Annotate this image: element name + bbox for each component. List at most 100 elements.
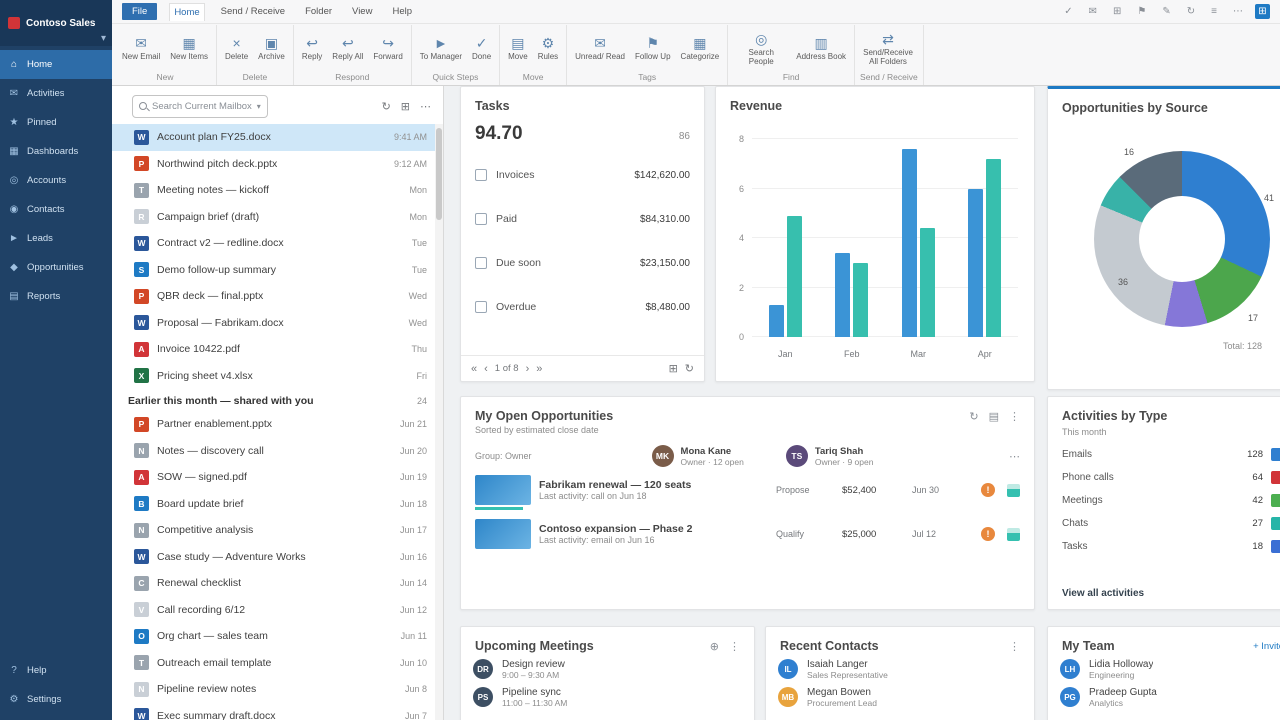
- ribbon-button[interactable]: ✉ New Email: [119, 35, 163, 62]
- list-item[interactable]: T Meeting notes — kickoff Mon: [112, 177, 435, 204]
- task-row[interactable]: Due soon $23,150.00: [461, 241, 704, 285]
- list-item[interactable]: A SOW — signed.pdf Jun 19: [112, 464, 435, 491]
- ribbon-button[interactable]: × Delete: [222, 35, 251, 62]
- ribbon-button[interactable]: ✉ Unread/ Read: [572, 35, 628, 62]
- list-item[interactable]: PG Pradeep Gupta Analytics: [1048, 683, 1280, 711]
- sidebar-item[interactable]: ? Help: [0, 656, 112, 685]
- checkbox[interactable]: [475, 257, 487, 269]
- mini-chart-icon[interactable]: [1007, 483, 1020, 497]
- more-options-icon[interactable]: ⋯: [1009, 450, 1020, 463]
- list-item[interactable]: N Notes — discovery call Jun 20: [112, 438, 435, 465]
- list-item[interactable]: W Proposal — Fabrikam.docx Wed: [112, 310, 435, 337]
- sidebar-item[interactable]: ◎ Accounts: [0, 166, 112, 195]
- list-item[interactable]: N Pipeline review notes Jun 8: [112, 676, 435, 703]
- ribbon-button[interactable]: ✓ Done: [469, 35, 494, 62]
- ribbon-button[interactable]: ▤ Move: [505, 35, 531, 62]
- quick-action-icon[interactable]: ✓: [1064, 6, 1073, 17]
- sidebar-item[interactable]: ▦ Dashboards: [0, 137, 112, 166]
- alert-icon[interactable]: !: [981, 483, 995, 497]
- quick-action-icon[interactable]: ⋯: [1233, 6, 1243, 17]
- quick-action-icon[interactable]: ✎: [1162, 6, 1171, 17]
- sidebar-item[interactable]: ✉ Activities: [0, 79, 112, 108]
- grid-view-icon[interactable]: ⊞: [668, 363, 678, 375]
- sidebar-item[interactable]: ▤ Reports: [0, 282, 112, 311]
- chevron-down-icon[interactable]: ▾: [100, 33, 106, 44]
- alert-icon[interactable]: !: [981, 527, 995, 541]
- add-icon[interactable]: ⊕: [709, 640, 719, 653]
- quick-action-icon[interactable]: ≡: [1211, 6, 1217, 17]
- next-page-icon[interactable]: ›: [525, 362, 530, 375]
- checkbox[interactable]: [475, 213, 487, 225]
- list-item[interactable]: P Northwind pitch deck.pptx 9:12 AM: [112, 151, 435, 178]
- more-options-icon[interactable]: ⋮: [1009, 410, 1020, 423]
- task-row[interactable]: Paid $84,310.00: [461, 197, 704, 241]
- list-item[interactable]: T Outreach email template Jun 10: [112, 650, 435, 677]
- list-item[interactable]: X Pricing sheet v4.xlsx Fri: [112, 363, 435, 390]
- invite-button[interactable]: + Invite: [1253, 640, 1280, 652]
- scrollbar[interactable]: [435, 124, 443, 720]
- ribbon-button[interactable]: ↩ Reply All: [329, 35, 366, 62]
- list-item[interactable]: O Org chart — sales team Jun 11: [112, 623, 435, 650]
- sidebar-item[interactable]: ★ Pinned: [0, 108, 112, 137]
- ribbon-button[interactable]: ↩ Reply: [299, 35, 325, 62]
- list-item[interactable]: IL Isaiah Langer Sales Representative: [766, 655, 1034, 683]
- list-group-header[interactable]: Earlier this month — shared with you 24: [112, 389, 435, 411]
- activity-row[interactable]: Chats 27: [1048, 512, 1280, 535]
- more-options-icon[interactable]: ⋯: [420, 100, 431, 113]
- app-launcher-icon[interactable]: ⊞: [1255, 4, 1270, 19]
- chart-view-icon[interactable]: ▤: [988, 410, 999, 423]
- ribbon-button[interactable]: ▦ Categorize: [678, 35, 723, 62]
- sidebar-item[interactable]: ◉ Contacts: [0, 195, 112, 224]
- refresh-icon[interactable]: ↻: [969, 410, 979, 423]
- list-item[interactable]: DR Design review 9:00 – 9:30 AM: [461, 655, 754, 683]
- view-options-icon[interactable]: ⊞: [400, 100, 410, 113]
- owner-chip[interactable]: TS Tariq Shah Owner · 9 open: [785, 445, 873, 467]
- list-item[interactable]: MB Megan Bowen Procurement Lead: [766, 683, 1034, 711]
- checkbox[interactable]: [475, 169, 487, 181]
- ribbon-button[interactable]: ► To Manager: [417, 35, 465, 62]
- list-item[interactable]: PS Pipeline sync 11:00 – 11:30 AM: [461, 683, 754, 711]
- list-item[interactable]: W Exec summary draft.docx Jun 7: [112, 703, 435, 720]
- refresh-icon[interactable]: ↻: [684, 363, 694, 375]
- ribbon-tab[interactable]: Help: [392, 6, 412, 17]
- quick-action-icon[interactable]: ✉: [1088, 6, 1098, 17]
- quick-action-icon[interactable]: ⚑: [1137, 6, 1147, 17]
- list-item[interactable]: W Contract v2 — redline.docx Tue: [112, 230, 435, 257]
- sidebar-item[interactable]: ⌂ Home: [0, 50, 112, 79]
- task-row[interactable]: Invoices $142,620.00: [461, 153, 704, 197]
- list-item[interactable]: P QBR deck — final.pptx Wed: [112, 283, 435, 310]
- list-item[interactable]: A Invoice 10422.pdf Thu: [112, 336, 435, 363]
- quick-action-icon[interactable]: ⊞: [1113, 6, 1122, 17]
- ribbon-tab[interactable]: Folder: [305, 6, 333, 17]
- ribbon-button[interactable]: ▣ Archive: [255, 35, 288, 62]
- last-page-icon[interactable]: »: [536, 362, 543, 375]
- activity-row[interactable]: Meetings 42: [1048, 489, 1280, 512]
- list-item[interactable]: W Account plan FY25.docx 9:41 AM: [112, 124, 435, 151]
- more-options-icon[interactable]: ⋮: [729, 640, 740, 653]
- ribbon-tab[interactable]: File: [122, 3, 158, 20]
- opportunity-row[interactable]: Fabrikam renewal — 120 seats Last activi…: [461, 467, 1034, 511]
- first-page-icon[interactable]: «: [471, 362, 478, 375]
- refresh-icon[interactable]: ↻: [381, 100, 391, 113]
- list-item[interactable]: N Competitive analysis Jun 17: [112, 517, 435, 544]
- ribbon-button[interactable]: ▦ New Items: [167, 35, 211, 62]
- opportunity-row[interactable]: Contoso expansion — Phase 2 Last activit…: [461, 511, 1034, 555]
- ribbon-tab[interactable]: View: [352, 6, 373, 17]
- activity-row[interactable]: Phone calls 64: [1048, 466, 1280, 489]
- ribbon-button[interactable]: ⚙ Rules: [535, 35, 561, 62]
- sidebar-item[interactable]: ⚙ Settings: [0, 685, 112, 714]
- list-item[interactable]: C Renewal checklist Jun 14: [112, 570, 435, 597]
- prev-page-icon[interactable]: ‹: [484, 362, 488, 375]
- ribbon-button[interactable]: ⚑ Follow Up: [632, 35, 674, 62]
- list-item[interactable]: P Partner enablement.pptx Jun 21: [112, 411, 435, 438]
- ribbon-button[interactable]: ⇄ Send/Receive All Folders: [860, 31, 916, 67]
- more-options-icon[interactable]: ⋮: [1009, 640, 1020, 653]
- sidebar-item[interactable]: ◆ Opportunities: [0, 253, 112, 282]
- activity-row[interactable]: Emails 128: [1048, 443, 1280, 466]
- scrollbar-thumb[interactable]: [436, 128, 442, 220]
- list-item[interactable]: LH Lidia Holloway Engineering: [1048, 655, 1280, 683]
- search-scope-chevron-icon[interactable]: ▾: [256, 101, 261, 111]
- quick-action-icon[interactable]: ↻: [1186, 6, 1196, 17]
- checkbox[interactable]: [475, 301, 487, 313]
- ribbon-tab[interactable]: Home: [169, 2, 205, 21]
